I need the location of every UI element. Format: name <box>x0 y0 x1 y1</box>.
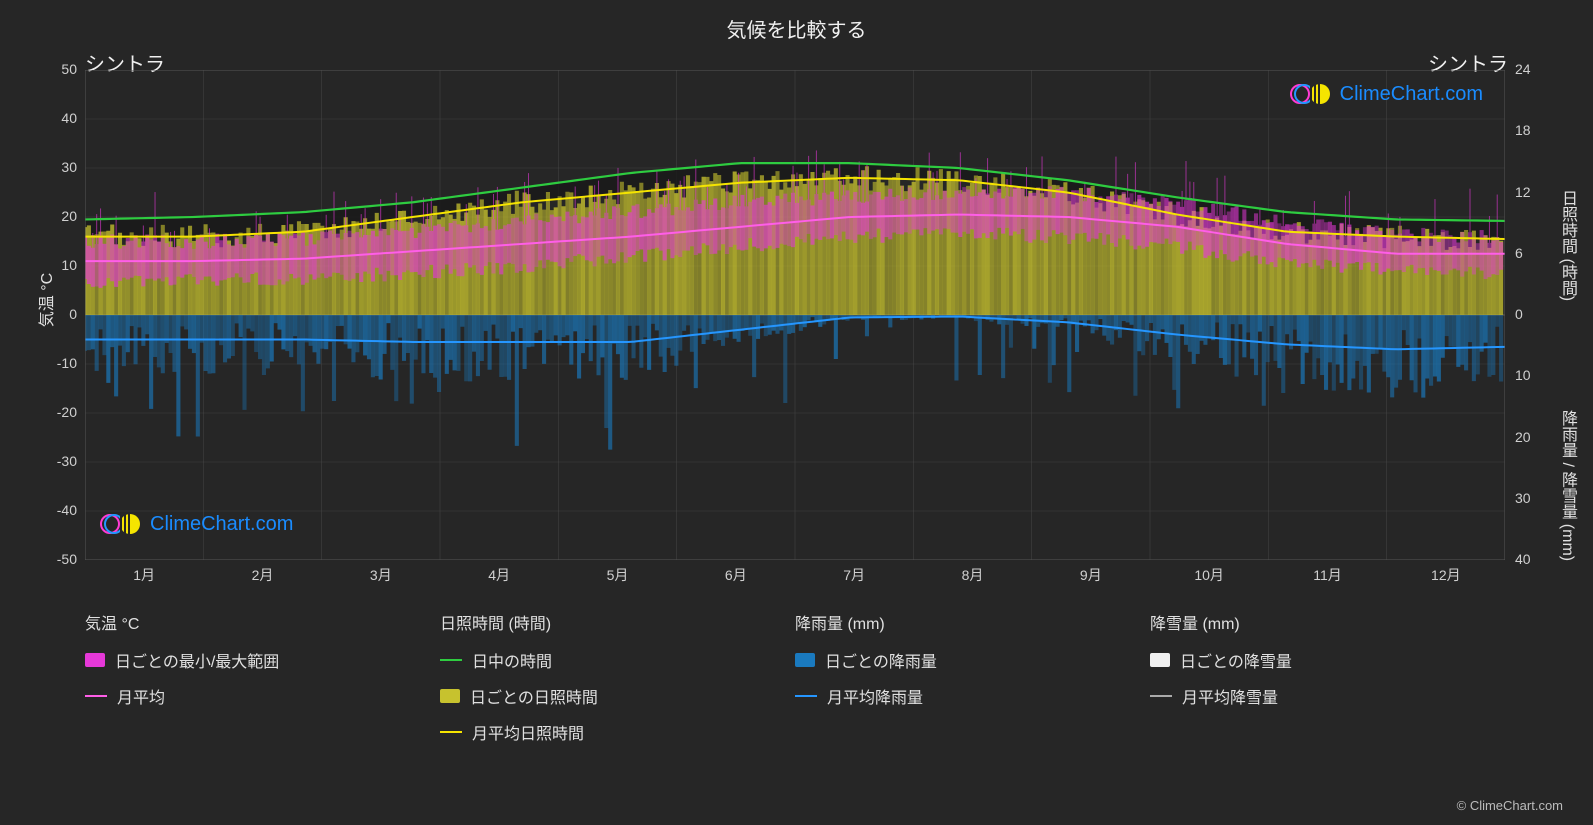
xtick-month: 5月 <box>588 565 648 585</box>
chart-title: 気候を比較する <box>0 14 1593 43</box>
legend-label: 月平均降雨量 <box>827 684 923 708</box>
ytick-left: -30 <box>37 453 77 469</box>
legend-label: 月平均日照時間 <box>472 720 584 744</box>
copyright-text: © ClimeChart.com <box>1457 798 1563 813</box>
legend-item-snow-avg: 月平均降雪量 <box>1150 684 1485 708</box>
ytick-left: -20 <box>37 404 77 420</box>
swatch-icon <box>85 695 107 697</box>
xtick-month: 9月 <box>1061 565 1121 585</box>
xtick-month: 10月 <box>1179 565 1239 585</box>
swatch-icon <box>1150 653 1170 667</box>
watermark-text: ClimeChart.com <box>1340 83 1483 106</box>
logo-icon <box>100 510 142 538</box>
swatch-icon <box>795 695 817 697</box>
ytick-left: 20 <box>37 208 77 224</box>
xtick-month: 12月 <box>1416 565 1476 585</box>
ytick-left: -40 <box>37 502 77 518</box>
legend-item-temp-range: 日ごとの最小/最大範囲 <box>85 648 420 672</box>
chart-container: 気候を比較する シントラ シントラ 気温 °C 日照時間 (時間) 降雨量 / … <box>0 0 1593 825</box>
ytick-left: 40 <box>37 110 77 126</box>
ytick-right-daylight: 6 <box>1515 245 1555 261</box>
legend-label: 日ごとの最小/最大範囲 <box>115 648 279 672</box>
legend-label: 日中の時間 <box>472 648 552 672</box>
ytick-left: 0 <box>37 306 77 322</box>
swatch-icon <box>85 653 105 667</box>
swatch-icon <box>440 689 460 703</box>
legend-label: 月平均降雪量 <box>1182 684 1278 708</box>
ytick-left: 30 <box>37 159 77 175</box>
legend: 気温 °C 日ごとの最小/最大範囲 月平均 日照時間 (時間) 日中の時間 日ご… <box>85 610 1505 756</box>
ytick-left: 50 <box>37 61 77 77</box>
watermark-text: ClimeChart.com <box>150 513 293 536</box>
legend-col-daylight: 日照時間 (時間) 日中の時間 日ごとの日照時間 月平均日照時間 <box>440 610 795 756</box>
ytick-right-precip: 20 <box>1515 429 1555 445</box>
legend-item-snow-daily: 日ごとの降雪量 <box>1150 648 1485 672</box>
swatch-icon <box>440 659 462 661</box>
xtick-month: 7月 <box>824 565 884 585</box>
legend-col-temp: 気温 °C 日ごとの最小/最大範囲 月平均 <box>85 610 440 756</box>
xtick-month: 1月 <box>114 565 174 585</box>
legend-title-snow: 降雪量 (mm) <box>1150 610 1485 634</box>
ytick-right-daylight: 18 <box>1515 122 1555 138</box>
xtick-month: 11月 <box>1298 565 1358 585</box>
xtick-month: 3月 <box>351 565 411 585</box>
swatch-icon <box>1150 695 1172 697</box>
legend-item-rain-avg: 月平均降雨量 <box>795 684 1130 708</box>
xtick-month: 6月 <box>706 565 766 585</box>
ytick-right-precip: 30 <box>1515 490 1555 506</box>
swatch-icon <box>440 731 462 733</box>
yaxis-right-label-daylight: 日照時間 (時間) <box>1555 190 1579 301</box>
legend-label: 日ごとの日照時間 <box>470 684 598 708</box>
legend-item-temp-avg: 月平均 <box>85 684 420 708</box>
legend-item-daylight-daily: 日ごとの日照時間 <box>440 684 775 708</box>
chart-svg <box>85 70 1505 560</box>
plot-area <box>85 70 1505 560</box>
ytick-left: -10 <box>37 355 77 371</box>
watermark-top: ClimeChart.com <box>1290 80 1483 108</box>
legend-label: 日ごとの降雪量 <box>1180 648 1292 672</box>
ytick-left: -50 <box>37 551 77 567</box>
legend-label: 月平均 <box>117 684 165 708</box>
ytick-right-daylight: 12 <box>1515 184 1555 200</box>
ytick-right-precip: 10 <box>1515 367 1555 383</box>
legend-col-snow: 降雪量 (mm) 日ごとの降雪量 月平均降雪量 <box>1150 610 1505 756</box>
ytick-left: 10 <box>37 257 77 273</box>
legend-label: 日ごとの降雨量 <box>825 648 937 672</box>
legend-item-daylight-avg: 月平均日照時間 <box>440 720 775 744</box>
legend-col-rain: 降雨量 (mm) 日ごとの降雨量 月平均降雨量 <box>795 610 1150 756</box>
legend-title-rain: 降雨量 (mm) <box>795 610 1130 634</box>
xtick-month: 4月 <box>469 565 529 585</box>
yaxis-right-label-precip: 降雨量 / 降雪量 (mm) <box>1555 410 1579 561</box>
ytick-right-precip: 40 <box>1515 551 1555 567</box>
legend-item-daylight-day: 日中の時間 <box>440 648 775 672</box>
swatch-icon <box>795 653 815 667</box>
xtick-month: 2月 <box>233 565 293 585</box>
xtick-month: 8月 <box>943 565 1003 585</box>
logo-icon <box>1290 80 1332 108</box>
ytick-right-daylight: 0 <box>1515 306 1555 322</box>
watermark-bottom: ClimeChart.com <box>100 510 293 538</box>
legend-item-rain-daily: 日ごとの降雨量 <box>795 648 1130 672</box>
ytick-right-daylight: 24 <box>1515 61 1555 77</box>
legend-title-daylight: 日照時間 (時間) <box>440 610 775 634</box>
legend-title-temp: 気温 °C <box>85 610 420 634</box>
